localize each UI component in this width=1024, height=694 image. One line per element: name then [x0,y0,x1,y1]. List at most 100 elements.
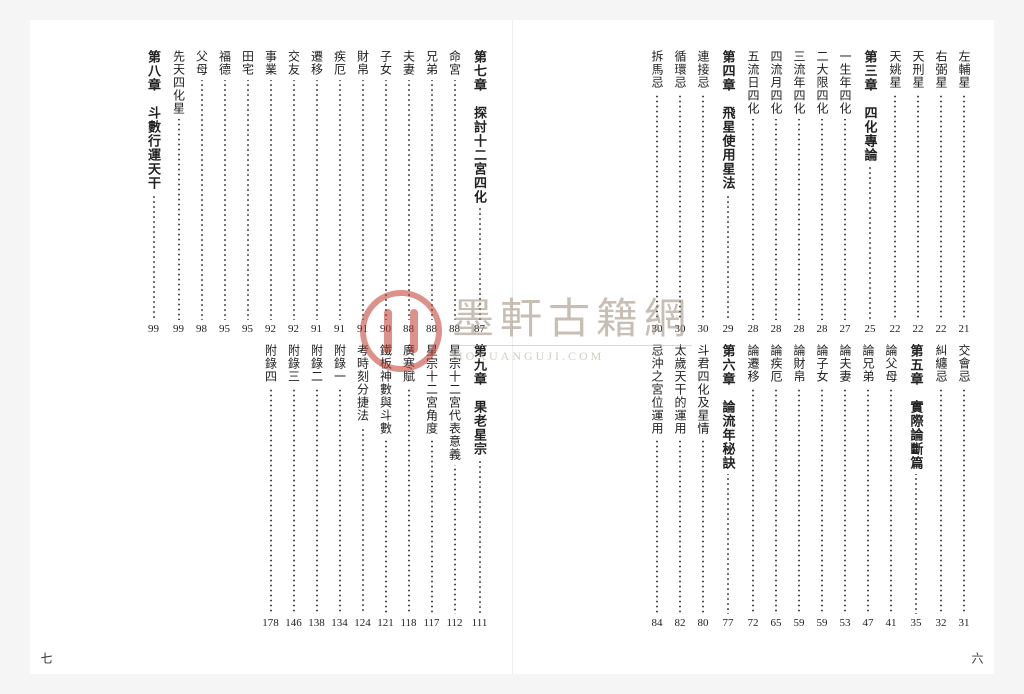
leader-dots [431,439,433,614]
toc-label: 三流年四化 [793,50,805,115]
leader-dots [201,80,203,320]
toc-item: 論父母 41 [881,344,901,629]
toc-page-number: 88 [403,324,414,335]
toc-item: 論兄弟47 [858,344,878,629]
toc-page-number: 91 [357,324,368,335]
toc-page-number: 77 [723,618,734,629]
toc-page-number: 80 [698,618,709,629]
leader-dots [316,387,318,614]
toc-label: 考時刻分捷法 [357,344,369,422]
toc-label: 星宗十二宮角度 [426,344,438,435]
toc-item: 父母98 [192,50,212,335]
leader-dots [727,194,729,320]
toc-page-number: 99 [148,324,159,335]
leader-dots [869,166,871,320]
toc-item: 附錄一134 [330,344,350,629]
toc-item: 論子女59 [812,344,832,629]
toc-page-number: 84 [652,618,663,629]
toc-label: 二大限四化 [816,50,828,115]
toc-item: 三流年四化28 [789,50,809,335]
toc-page-number: 98 [196,324,207,335]
toc-chapter: 第三章 四化專論25 [858,50,882,335]
leader-dots [894,93,896,320]
leader-dots [679,93,681,320]
toc-page-number: 28 [817,324,828,335]
toc-label: 四流月四化 [770,50,782,115]
toc-page-number: 90 [380,324,391,335]
leader-dots [752,119,754,320]
toc-label: 命宮 [449,50,461,76]
toc-chapter: 第五章 實際論斷篇35 [904,344,928,629]
toc-page-number: 138 [308,618,325,629]
leader-dots [247,80,249,320]
toc-page-number: 22 [913,324,924,335]
page-number-right: 六 [969,652,986,664]
toc-page-number: 22 [890,324,901,335]
toc-page-number: 118 [400,618,416,629]
toc-label: 第五章 實際論斷篇 [910,344,923,470]
leader-dots [316,80,318,320]
toc-item: 左輔星21 [954,50,974,335]
book-spread: 第七章 探討十二宮四化87命宮88兄弟88夫妻88子女90財帛91疾厄91遷移9… [30,20,994,674]
toc-label: 論遷移 [747,344,759,383]
leader-dots [844,387,846,614]
toc-item: 夫妻88 [399,50,419,335]
toc-label: 太歲天干的運用 [674,344,686,435]
leader-dots [821,119,823,320]
leader-dots [821,387,823,614]
toc-label: 先天四化星 [173,50,185,115]
toc-label: 財帛 [357,50,369,76]
toc-item: 廣寒賦118 [399,344,419,629]
leader-dots [775,119,777,320]
leader-dots [153,194,155,320]
toc-item: 遷移91 [307,50,327,335]
toc-chapter: 第八章 斗數行運天干99 [142,50,166,335]
toc-label: 論子女 [816,344,828,383]
toc-label: 論父母 [885,344,897,383]
right-top-columns: 左輔星21右弼星22天刑星22天姚星22第三章 四化專論25一生年四化27二大限… [533,50,975,335]
toc-page-number: 32 [936,618,947,629]
toc-label: 第九章 果老星宗 [473,344,486,456]
toc-label: 左輔星 [958,50,970,89]
toc-page-number: 82 [675,618,686,629]
toc-page-number: 92 [265,324,276,335]
toc-item: 天姚星22 [885,50,905,335]
toc-page-number: 124 [354,618,371,629]
toc-item: 二大限四化 28 [812,50,832,335]
toc-page-number: 111 [472,618,488,629]
toc-page-number: 178 [262,618,279,629]
page-left: 第七章 探討十二宮四化87命宮88兄弟88夫妻88子女90財帛91疾厄91遷移9… [30,20,513,674]
toc-page-number: 29 [723,324,734,335]
toc-item: 論遷移72 [743,344,763,629]
toc-page-number: 28 [771,324,782,335]
toc-item: 兄弟88 [422,50,442,335]
leader-dots [915,474,917,614]
toc-page-number: 88 [449,324,460,335]
toc-chapter: 第九章 果老星宗 111 [468,344,492,629]
toc-item: 田宅95 [238,50,258,335]
left-bottom-columns: 第九章 果老星宗111星宗十二宮代表意義112星宗十二宮角度117廣寒賦118鐵… [50,344,492,629]
toc-label: 連接忌 [697,50,709,89]
leader-dots [775,387,777,614]
toc-page-number: 27 [840,324,851,335]
toc-page-number: 59 [794,618,805,629]
leader-dots [890,387,892,614]
toc-page-number: 41 [886,618,897,629]
toc-label: 斗君四化及星情 [697,344,709,435]
toc-item: 連接忌30 [693,50,713,335]
toc-chapter: 第七章 探討十二宮四化87 [468,50,492,335]
toc-item: 命宮 88 [445,50,465,335]
leader-dots [702,439,704,614]
toc-label: 子女 [380,50,392,76]
leader-dots [454,80,456,320]
leader-dots [844,119,846,320]
toc-label: 交會忌 [958,344,970,383]
toc-item: 子女 90 [376,50,396,335]
toc-label: 拆馬忌 [651,50,663,89]
leader-dots [479,460,481,614]
toc-label: 右弼星 [935,50,947,89]
toc-label: 論夫妻 [839,344,851,383]
toc-item: 交會忌31 [954,344,974,629]
toc-item: 天刑星22 [908,50,928,335]
leader-dots [385,439,387,614]
